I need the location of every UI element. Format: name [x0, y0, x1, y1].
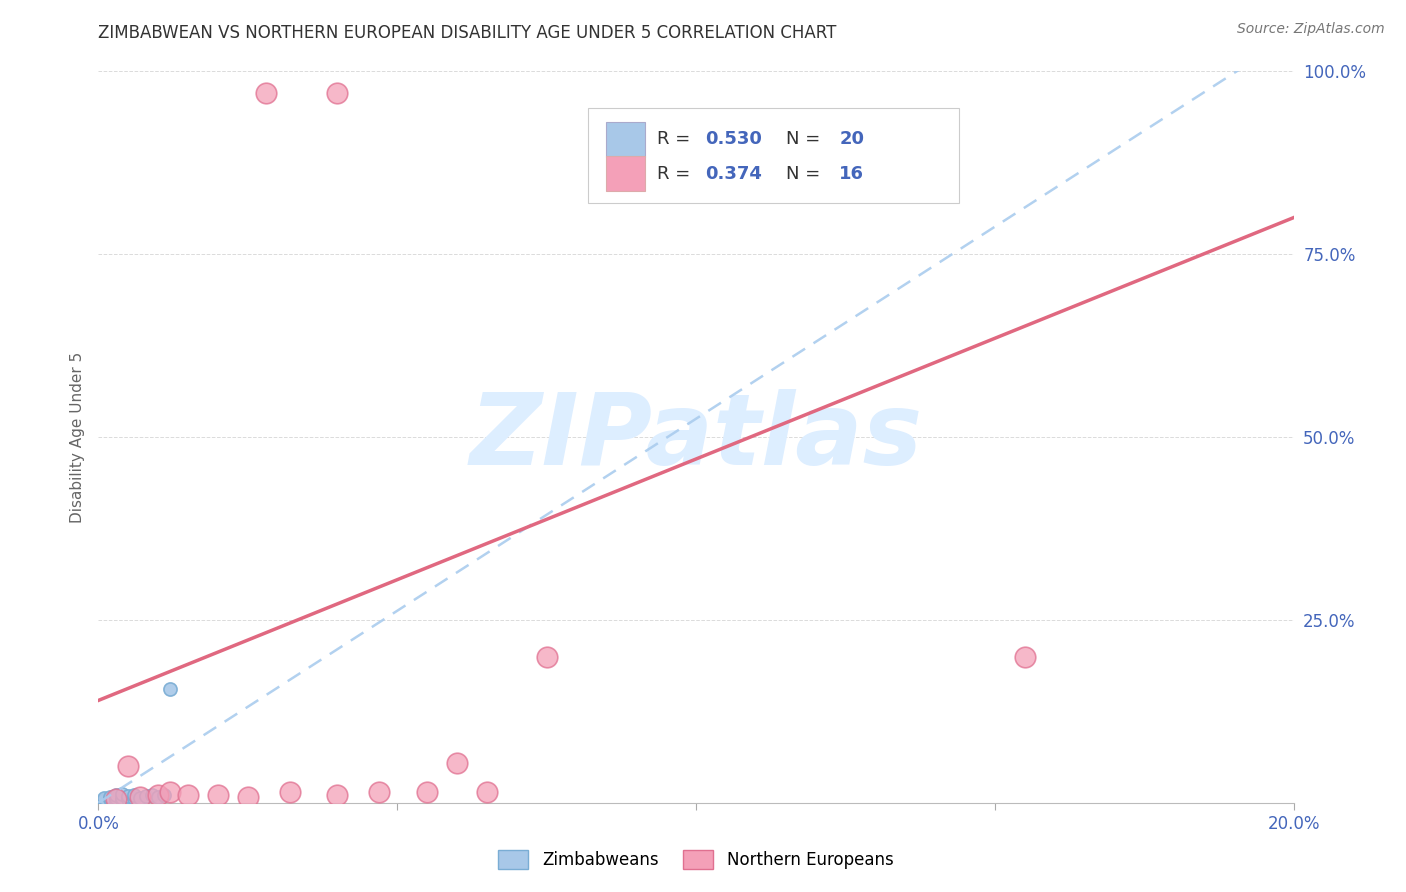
Text: Source: ZipAtlas.com: Source: ZipAtlas.com	[1237, 22, 1385, 37]
Point	[236, 789, 259, 804]
Text: 20: 20	[839, 130, 865, 148]
Point	[93, 793, 115, 807]
Point	[135, 789, 157, 804]
Point	[105, 789, 128, 803]
Point	[105, 791, 128, 805]
Point	[254, 87, 277, 101]
Point	[129, 789, 152, 804]
Text: ZIMBABWEAN VS NORTHERN EUROPEAN DISABILITY AGE UNDER 5 CORRELATION CHART: ZIMBABWEAN VS NORTHERN EUROPEAN DISABILI…	[98, 24, 837, 42]
Point	[141, 788, 163, 802]
Text: N =: N =	[786, 165, 825, 183]
Point	[117, 792, 139, 806]
Text: 0.530: 0.530	[706, 130, 762, 148]
Point	[475, 785, 498, 799]
Text: ZIPatlas: ZIPatlas	[470, 389, 922, 485]
Text: R =: R =	[657, 130, 696, 148]
Point	[98, 789, 122, 804]
Legend: Zimbabweans, Northern Europeans: Zimbabweans, Northern Europeans	[492, 843, 900, 876]
Point	[536, 649, 558, 664]
Point	[117, 789, 139, 804]
Point	[177, 789, 200, 803]
Text: 0.374: 0.374	[706, 165, 762, 183]
Point	[1014, 649, 1036, 664]
Bar	[606, 156, 644, 191]
Point	[93, 791, 115, 805]
FancyBboxPatch shape	[589, 108, 959, 203]
Point	[111, 790, 134, 805]
Point	[124, 791, 146, 805]
Point	[278, 785, 301, 799]
Point	[153, 789, 176, 803]
Point	[207, 789, 229, 803]
Text: N =: N =	[786, 130, 825, 148]
Point	[98, 792, 122, 806]
Text: 16: 16	[839, 165, 865, 183]
Point	[159, 785, 181, 799]
Bar	[606, 122, 644, 157]
Point	[111, 787, 134, 801]
Point	[105, 792, 128, 806]
Point	[159, 682, 181, 697]
Point	[326, 789, 349, 803]
Point	[105, 794, 128, 808]
Point	[416, 785, 439, 799]
Y-axis label: Disability Age Under 5: Disability Age Under 5	[69, 351, 84, 523]
Point	[124, 789, 146, 803]
Point	[326, 87, 349, 101]
Point	[117, 759, 139, 773]
Point	[148, 789, 170, 803]
Point	[148, 789, 170, 804]
Point	[368, 785, 391, 799]
Point	[446, 756, 468, 770]
Point	[129, 790, 152, 805]
Point	[111, 793, 134, 807]
Text: R =: R =	[657, 165, 696, 183]
